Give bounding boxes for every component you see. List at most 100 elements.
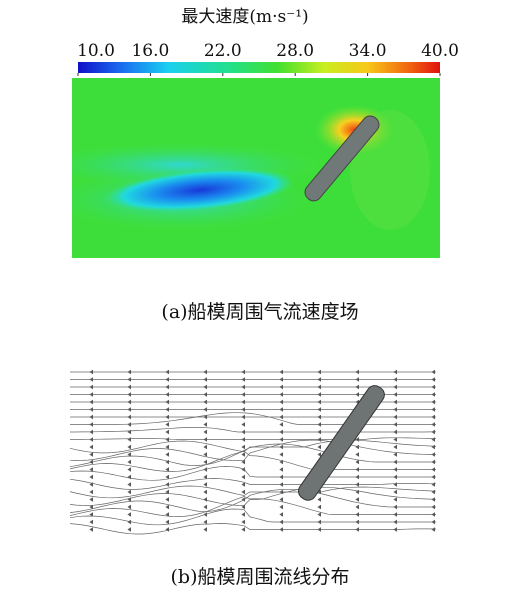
flow-arrow: [355, 512, 360, 517]
flow-arrow: [89, 467, 94, 472]
flow-arrow: [89, 407, 94, 412]
flow-arrow: [431, 369, 436, 375]
flow-arrow: [203, 369, 208, 375]
flow-arrow: [203, 452, 208, 457]
streamline: [70, 412, 436, 425]
caption: (a)船模周围气流速度场: [161, 301, 358, 323]
flow-arrow: [89, 444, 94, 450]
flow-arrow: [355, 467, 360, 472]
flow-arrow: [393, 467, 398, 472]
flow-arrow: [279, 399, 284, 405]
flow-arrow: [355, 527, 360, 532]
flow-arrow: [203, 399, 208, 405]
flow-arrow: [393, 392, 398, 397]
flow-arrow: [89, 399, 94, 405]
flow-arrow: [165, 369, 170, 375]
velocity-contour: [72, 78, 440, 258]
flow-arrow: [165, 444, 170, 450]
streamline: [69, 466, 436, 481]
colorbar-tick-label: 16.0: [131, 41, 169, 61]
flow-arrow: [317, 399, 322, 405]
flow-arrow: [431, 467, 436, 472]
flow-arrow: [393, 444, 398, 450]
flow-arrow: [393, 512, 398, 517]
flow-arrow: [431, 459, 436, 465]
flow-arrow: [317, 512, 322, 517]
streamline: [70, 437, 437, 440]
flow-arrow: [393, 459, 398, 465]
flow-arrow: [279, 444, 284, 450]
flow-arrow: [393, 527, 398, 532]
flow-arrow: [393, 504, 398, 510]
ship-model: [297, 385, 385, 501]
flow-arrow: [279, 497, 284, 502]
flow-arrow: [203, 429, 208, 435]
flow-arrow: [241, 384, 246, 390]
flow-arrow: [203, 497, 208, 502]
flow-arrow: [165, 474, 170, 480]
flow-arrow: [279, 407, 284, 412]
flow-arrow: [393, 369, 398, 375]
flow-arrow: [241, 414, 246, 420]
flow-arrow: [89, 459, 94, 465]
flow-arrow: [241, 504, 246, 510]
flow-arrow: [241, 377, 246, 382]
flow-arrow: [431, 497, 436, 502]
flow-arrow: [431, 504, 436, 510]
caption: (b)船模周围流线分布: [171, 566, 350, 588]
flow-arrow: [203, 407, 208, 412]
flow-arrow: [279, 384, 284, 390]
flow-arrow: [279, 429, 284, 435]
flow-arrow: [127, 384, 132, 390]
flow-arrow: [241, 392, 246, 397]
flow-arrow: [89, 527, 94, 532]
flow-arrow: [127, 399, 132, 405]
flow-arrow: [203, 474, 208, 480]
flow-arrow: [127, 437, 132, 442]
flow-arrow: [355, 452, 360, 457]
flow-arrow: [355, 519, 360, 525]
flow-arrow: [431, 414, 436, 420]
streamline: [69, 523, 437, 535]
flow-arrow: [431, 407, 436, 412]
streamline: [69, 478, 437, 490]
flow-arrow: [203, 482, 208, 487]
flow-arrow: [279, 512, 284, 517]
flow-arrow: [203, 377, 208, 382]
flow-arrow: [89, 482, 94, 487]
flow-arrow: [127, 407, 132, 412]
flow-arrow: [431, 489, 436, 495]
flow-arrow: [241, 452, 246, 457]
streamline: [70, 427, 437, 433]
flow-arrow: [317, 407, 322, 412]
flow-arrow: [279, 482, 284, 487]
flow-arrow: [279, 527, 284, 532]
flow-arrow: [355, 437, 360, 442]
flow-arrow: [165, 452, 170, 457]
flow-arrow: [241, 474, 246, 480]
streamline: [69, 486, 437, 506]
flow-arrow: [393, 422, 398, 427]
flow-arrow: [241, 437, 246, 442]
flow-arrow: [431, 482, 436, 487]
flow-arrow: [279, 519, 284, 525]
flow-arrow: [89, 489, 94, 495]
flow-arrow: [393, 452, 398, 457]
flow-arrow: [165, 527, 170, 532]
flow-arrow: [355, 444, 360, 450]
flow-arrow: [241, 399, 246, 405]
flow-arrow: [89, 474, 94, 480]
flow-arrow: [279, 392, 284, 397]
flow-arrow: [89, 437, 94, 442]
flow-arrow: [89, 497, 94, 502]
flow-arrow: [355, 377, 360, 382]
flow-arrow: [393, 519, 398, 525]
flow-arrow: [89, 422, 94, 427]
colorbar-tick-label: 40.0: [421, 41, 459, 61]
flow-arrow: [89, 504, 94, 510]
flow-arrow: [89, 384, 94, 390]
flow-arrow: [431, 527, 436, 532]
flow-arrow: [89, 429, 94, 435]
flow-arrow: [279, 504, 284, 510]
